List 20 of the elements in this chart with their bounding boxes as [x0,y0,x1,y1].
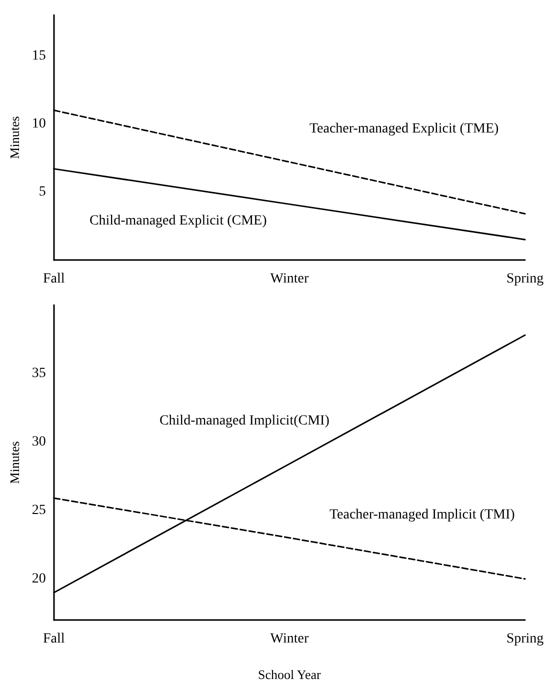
x-tick-label: Spring [506,632,544,646]
y-tick-label: 25 [32,502,46,518]
text: Teacher-managed Explicit (TME) [309,122,499,136]
x-tick-label: Winter [270,272,309,286]
y-tick-label: 35 [32,366,46,381]
x-tick-label: Winter [270,632,309,646]
y-tick-label: 20 [32,571,46,586]
y-tick-label: 30 [32,434,46,450]
series-label: Child-managed Implicit(CMI) [159,413,330,428]
y-axis-title: Minutes [7,116,22,159]
series-label: Child-managed Explicit (CME) [89,214,268,229]
y-tick-label: 10 [32,116,46,132]
x-tick-label: Spring [506,272,544,286]
y-tick-label: 5 [38,184,46,200]
x-tick-label: Fall [43,632,65,646]
y-tick-label: 15 [32,48,46,64]
x-tick-label: Fall [43,272,65,286]
series-label: Teacher-managed Implicit (TMI) [329,507,516,522]
x-axis-title: School Year [258,667,322,682]
y-axis-title: Minutes [7,441,22,484]
